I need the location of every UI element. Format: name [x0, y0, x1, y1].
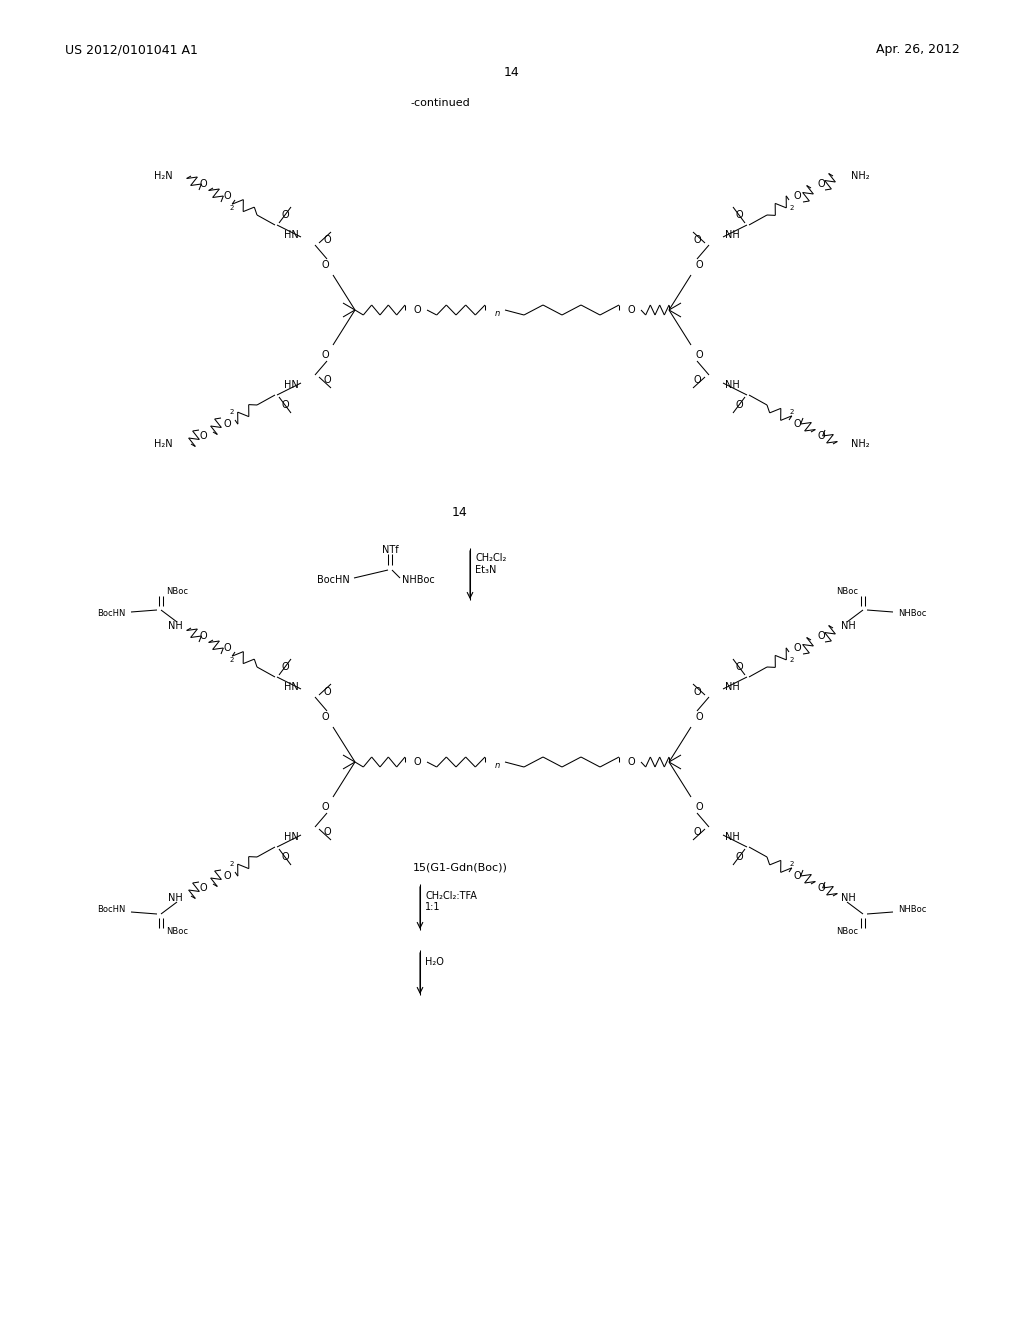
Text: 2: 2: [229, 657, 234, 663]
Text: CH₂Cl₂:TFA: CH₂Cl₂:TFA: [425, 891, 477, 902]
Text: H₂N: H₂N: [155, 172, 173, 181]
Text: Et₃N: Et₃N: [475, 565, 497, 576]
Text: O: O: [735, 851, 742, 862]
Text: O: O: [693, 235, 700, 246]
Text: 2: 2: [790, 205, 795, 211]
Text: NBoc: NBoc: [836, 587, 858, 597]
Text: O: O: [200, 180, 207, 189]
Text: O: O: [735, 400, 742, 411]
Text: O: O: [282, 663, 289, 672]
Text: O: O: [200, 631, 207, 642]
Text: NH: NH: [725, 230, 739, 240]
Text: O: O: [322, 350, 329, 360]
Text: O: O: [627, 305, 635, 315]
Text: NH₂: NH₂: [851, 172, 869, 181]
Text: 2: 2: [229, 205, 234, 211]
Text: NH: NH: [841, 894, 856, 903]
Text: O: O: [817, 432, 824, 441]
Text: 15(G1-Gdn(Boc)): 15(G1-Gdn(Boc)): [413, 863, 508, 873]
Text: O: O: [794, 643, 801, 653]
Text: n: n: [495, 762, 500, 771]
Text: O: O: [693, 828, 700, 837]
Text: NHBoc: NHBoc: [898, 610, 927, 619]
Text: NH₂: NH₂: [851, 440, 869, 449]
Text: O: O: [735, 210, 742, 220]
Text: BocHN: BocHN: [317, 576, 350, 585]
Text: O: O: [817, 180, 824, 189]
Text: n: n: [495, 309, 500, 318]
Text: Apr. 26, 2012: Apr. 26, 2012: [877, 44, 961, 57]
Text: NH: NH: [725, 832, 739, 842]
Text: O: O: [695, 803, 702, 812]
Text: NTf: NTf: [382, 545, 398, 554]
Text: O: O: [200, 883, 207, 894]
Text: CH₂Cl₂: CH₂Cl₂: [475, 553, 507, 564]
Text: 14: 14: [453, 506, 468, 519]
Text: 2: 2: [790, 657, 795, 663]
Text: O: O: [695, 711, 702, 722]
Text: O: O: [817, 883, 824, 894]
Text: -continued: -continued: [411, 98, 470, 108]
Text: O: O: [414, 305, 421, 315]
Text: NH: NH: [725, 380, 739, 389]
Text: O: O: [794, 191, 801, 201]
Text: O: O: [223, 871, 230, 880]
Text: NBoc: NBoc: [166, 928, 188, 936]
Text: US 2012/0101041 A1: US 2012/0101041 A1: [65, 44, 198, 57]
Text: 1:1: 1:1: [425, 902, 440, 912]
Text: O: O: [223, 643, 230, 653]
Text: NH: NH: [168, 620, 183, 631]
Text: HN: HN: [285, 682, 299, 692]
Text: O: O: [794, 418, 801, 429]
Text: O: O: [695, 350, 702, 360]
Text: O: O: [627, 756, 635, 767]
Text: O: O: [282, 400, 289, 411]
Text: HN: HN: [285, 832, 299, 842]
Text: NBoc: NBoc: [166, 587, 188, 597]
Text: NHBoc: NHBoc: [898, 906, 927, 915]
Text: NBoc: NBoc: [836, 928, 858, 936]
Text: O: O: [794, 871, 801, 880]
Text: O: O: [324, 828, 331, 837]
Text: O: O: [322, 260, 329, 271]
Text: NH: NH: [725, 682, 739, 692]
Text: 2: 2: [229, 861, 234, 867]
Text: H₂O: H₂O: [425, 957, 443, 968]
Text: O: O: [282, 210, 289, 220]
Text: O: O: [695, 260, 702, 271]
Text: O: O: [223, 418, 230, 429]
Text: O: O: [200, 432, 207, 441]
Text: NHBoc: NHBoc: [402, 576, 435, 585]
Text: O: O: [324, 686, 331, 697]
Text: O: O: [414, 756, 421, 767]
Text: O: O: [324, 375, 331, 385]
Text: O: O: [324, 235, 331, 246]
Text: HN: HN: [285, 380, 299, 389]
Text: 2: 2: [229, 409, 234, 414]
Text: BocHN: BocHN: [97, 610, 126, 619]
Text: BocHN: BocHN: [97, 906, 126, 915]
Text: H₂N: H₂N: [155, 440, 173, 449]
Text: 2: 2: [790, 409, 795, 414]
Text: O: O: [693, 375, 700, 385]
Text: NH: NH: [841, 620, 856, 631]
Text: O: O: [322, 711, 329, 722]
Text: 2: 2: [790, 861, 795, 867]
Text: O: O: [735, 663, 742, 672]
Text: NH: NH: [168, 894, 183, 903]
Text: O: O: [322, 803, 329, 812]
Text: O: O: [693, 686, 700, 697]
Text: O: O: [282, 851, 289, 862]
Text: O: O: [817, 631, 824, 642]
Text: O: O: [223, 191, 230, 201]
Text: HN: HN: [285, 230, 299, 240]
Text: 14: 14: [504, 66, 520, 79]
